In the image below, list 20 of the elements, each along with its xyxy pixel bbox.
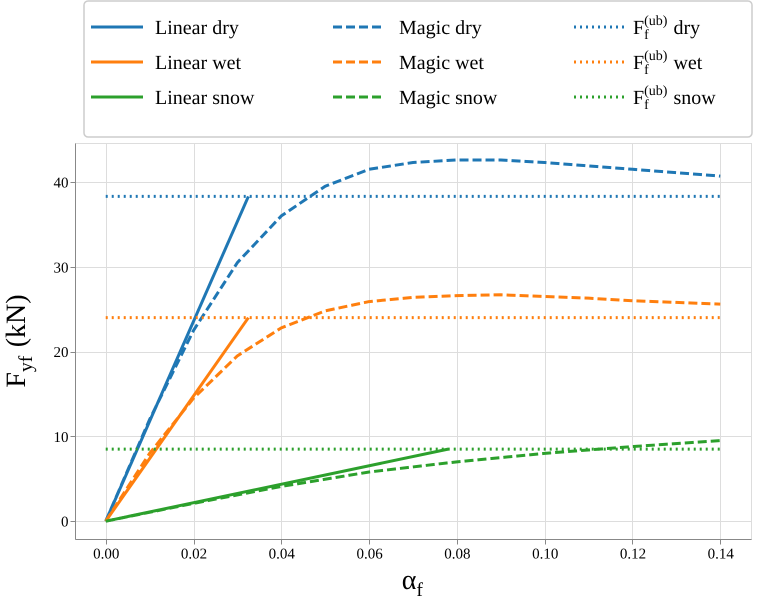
legend-label: Magic dry: [399, 17, 482, 39]
y-tick-label: 10: [54, 430, 68, 446]
x-tick-label: 0.02: [180, 546, 208, 562]
legend-label: Magic snow: [399, 87, 498, 109]
x-tick-label: 0.14: [708, 546, 734, 562]
x-tick-label: 0.00: [93, 546, 120, 562]
x-tick-label: 0.08: [444, 546, 471, 562]
legend-label: Linear snow: [155, 87, 255, 109]
legend-label: Linear dry: [155, 17, 239, 39]
legend-label: Magic wet: [399, 52, 484, 74]
legend-label: Linear wet: [155, 52, 242, 74]
y-tick-label: 20: [54, 345, 68, 362]
y-axis-title: Fyf (kN): [1, 294, 37, 388]
x-tick-label: 0.04: [268, 546, 296, 562]
x-tick-label: 0.10: [532, 546, 558, 562]
x-tick-label: 0.06: [356, 546, 384, 562]
x-tick-label: 0.12: [620, 546, 646, 562]
y-tick-label: 30: [54, 260, 68, 276]
y-tick-label: 40: [54, 176, 68, 192]
y-tick-label: 0: [61, 514, 68, 531]
